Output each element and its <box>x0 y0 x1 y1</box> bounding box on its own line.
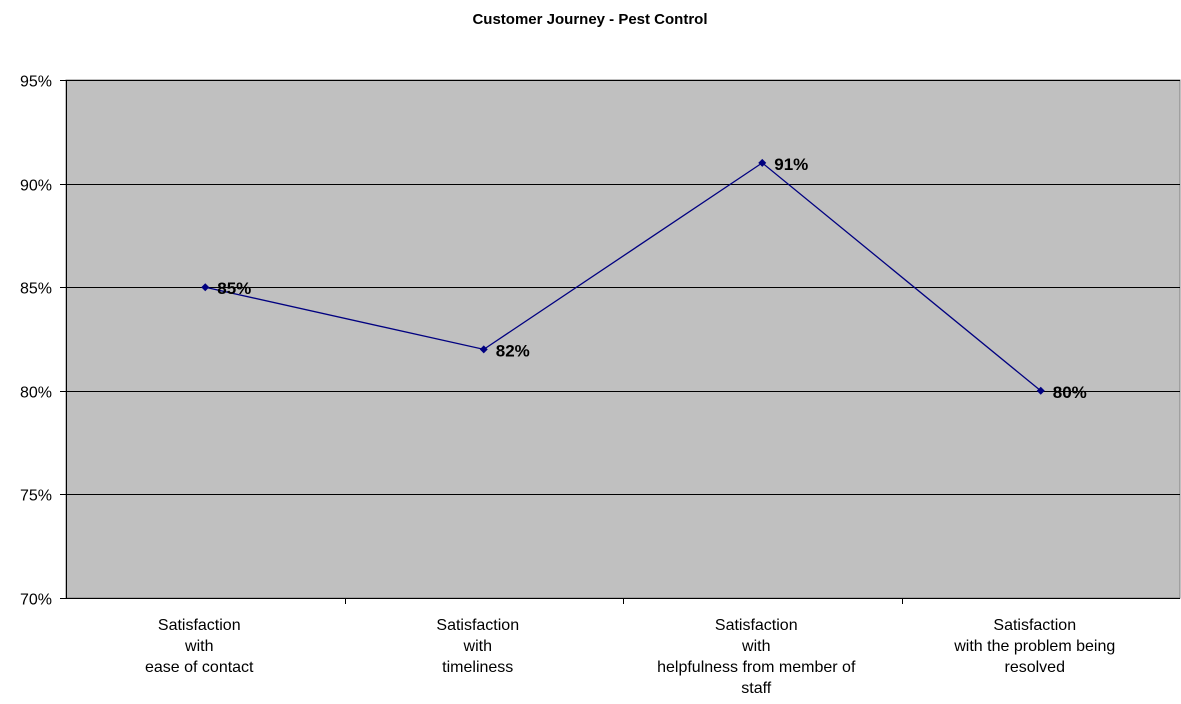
y-tick-label: 85% <box>20 281 52 298</box>
plot-area <box>65 79 1181 599</box>
series-line <box>205 162 1042 392</box>
data-label: 80% <box>1053 383 1087 402</box>
x-tick-label-line: helpfulness from member of <box>657 659 856 676</box>
data-point <box>758 158 767 167</box>
y-tick-label: 80% <box>20 385 52 402</box>
x-tick-label-line: with <box>741 638 770 655</box>
x-tick-label-line: Satisfaction <box>993 617 1076 634</box>
x-tick-label: Satisfaction with the problem being resolv… <box>953 617 1115 676</box>
x-tick-label: Satisfaction with ease of contact <box>145 617 254 676</box>
x-tick-label: Satisfaction with helpfulness from member … <box>657 617 856 697</box>
series-group: 85% 82% 91% 80% <box>201 155 1087 402</box>
x-tick-label-line: with <box>184 638 213 655</box>
y-tick-label: 70% <box>20 592 52 609</box>
data-label: 85% <box>217 279 251 298</box>
data-point <box>201 283 210 292</box>
data-label: 91% <box>774 155 808 174</box>
x-tick-label-line: ease of contact <box>145 659 254 676</box>
data-label: 82% <box>496 341 530 360</box>
x-tick-label: Satisfaction with timeliness <box>436 617 519 676</box>
y-tick-label: 90% <box>20 178 52 195</box>
x-tick-label-line: staff <box>741 680 772 697</box>
x-tick-label-line: with <box>463 638 492 655</box>
x-axis: Satisfaction with ease of contactSatisfact… <box>66 598 1180 697</box>
y-tick-label: 75% <box>20 488 52 505</box>
y-axis: 70% 75% 80% 85% 90% 95% <box>20 74 67 609</box>
x-tick-label-line: Satisfaction <box>436 617 519 634</box>
x-tick-label-line: resolved <box>1005 659 1065 676</box>
gridlines <box>66 80 1180 495</box>
x-tick-label-line: Satisfaction <box>158 617 241 634</box>
data-point <box>1036 386 1045 395</box>
y-tick-label: 95% <box>20 74 52 91</box>
x-tick-label-line: timeliness <box>442 659 513 676</box>
x-tick-label-line: with the problem being <box>953 638 1115 655</box>
data-point <box>479 345 488 354</box>
x-tick-label-line: Satisfaction <box>715 617 798 634</box>
chart-title: Customer Journey - Pest Control <box>472 11 707 28</box>
